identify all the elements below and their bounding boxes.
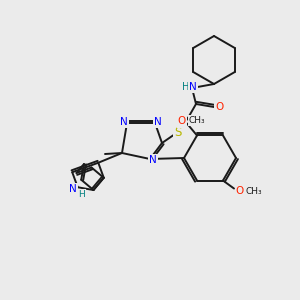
Text: H: H xyxy=(78,190,85,199)
Text: N: N xyxy=(69,184,76,194)
Text: CH₃: CH₃ xyxy=(189,116,205,125)
Text: N: N xyxy=(189,82,197,92)
Text: H: H xyxy=(182,82,190,92)
Text: N: N xyxy=(149,155,157,165)
Text: O: O xyxy=(236,185,244,196)
Text: CH₃: CH₃ xyxy=(246,187,262,196)
Text: S: S xyxy=(174,125,182,139)
Text: O: O xyxy=(178,116,186,127)
Text: N: N xyxy=(154,117,162,127)
Text: N: N xyxy=(120,117,128,127)
Text: O: O xyxy=(215,102,223,112)
